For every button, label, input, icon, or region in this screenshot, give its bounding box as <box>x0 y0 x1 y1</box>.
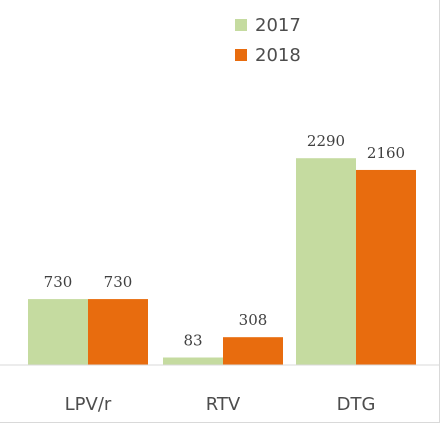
value-labels: 730 730 83 308 2290 2160 <box>44 132 405 349</box>
value-label-RTV-2018: 308 <box>239 311 268 329</box>
bar-LPV/r-2018 <box>88 299 148 365</box>
value-label-LPV/r-2018: 730 <box>104 273 133 291</box>
category-label-RTV: RTV <box>206 394 241 415</box>
legend-label-2017: 2017 <box>255 15 301 36</box>
value-label-RTV-2017: 83 <box>183 332 202 350</box>
legend-swatch-2018 <box>235 49 247 61</box>
bar-DTG-2018 <box>356 169 416 365</box>
category-label-LPV/r: LPV/r <box>65 394 112 415</box>
value-label-LPV/r-2017: 730 <box>44 273 73 291</box>
value-label-DTG-2017: 2290 <box>307 132 345 150</box>
value-label-DTG-2018: 2160 <box>367 144 405 162</box>
bars <box>28 158 416 365</box>
legend: 2017 2018 <box>235 15 301 66</box>
category-label-DTG: DTG <box>337 394 376 415</box>
legend-swatch-2017 <box>235 19 247 31</box>
bar-RTV-2018 <box>223 337 283 365</box>
category-labels: LPV/r RTV DTG <box>65 394 376 415</box>
bar-LPV/r-2017 <box>28 299 88 365</box>
bar-RTV-2017 <box>163 357 223 365</box>
bar-DTG-2017 <box>296 158 356 365</box>
legend-label-2018: 2018 <box>255 45 301 66</box>
